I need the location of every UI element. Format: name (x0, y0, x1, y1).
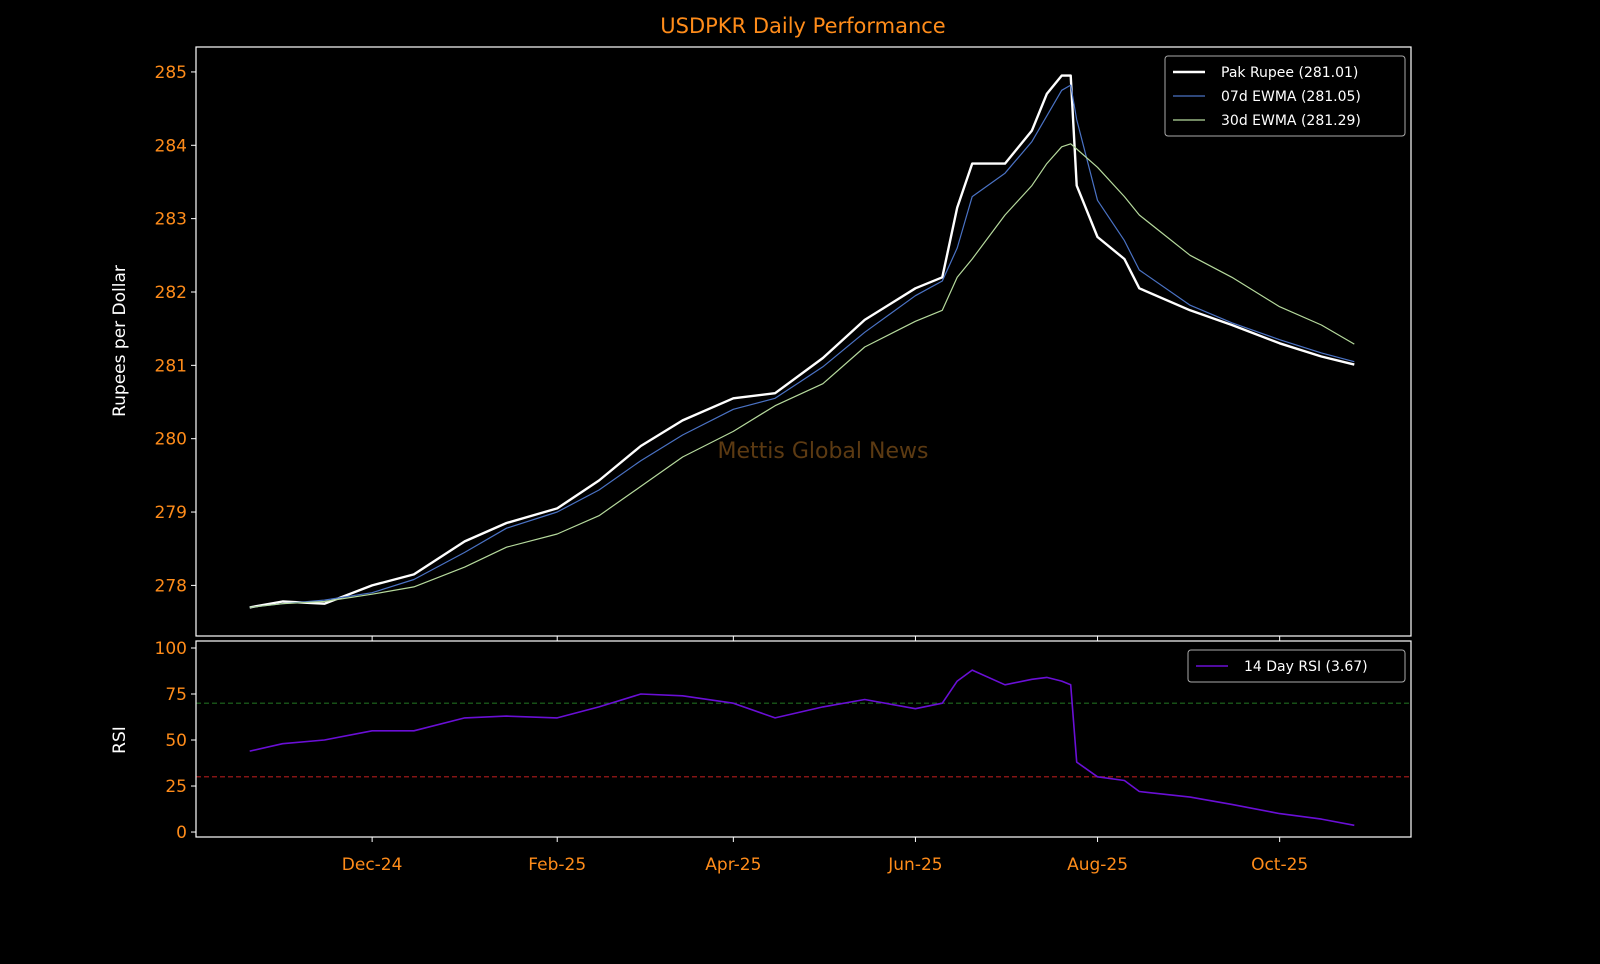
x-tick-label: Aug-25 (1067, 855, 1128, 875)
y-tick-label: 278 (155, 576, 187, 596)
x-tick-label: Dec-24 (342, 855, 403, 875)
legend-box (1187, 649, 1406, 683)
legend-entry: 14 Day RSI (3.67) (1244, 659, 1368, 675)
y-tick-label: 283 (155, 210, 187, 230)
y-tick-label: 100 (155, 639, 187, 659)
x-tick-label: Feb-25 (528, 855, 586, 875)
rsi-panel: 0 25 50 75 100 Dec-24 Feb-25 Apr-25 Jun-25 Aug-25… (155, 639, 1412, 875)
x-tick-label: Jun-25 (887, 855, 942, 875)
y-tick-label: 281 (155, 356, 187, 376)
axes-frame (195, 46, 1412, 637)
legend: 14 Day RSI (3.67) (1187, 649, 1406, 683)
y-tick-label: 285 (155, 63, 187, 83)
series-line-2 (249, 143, 1355, 608)
y-tick-label: 50 (165, 731, 187, 751)
legend: Pak Rupee (281.01) 07d EWMA (281.05) 30d E… (1164, 55, 1406, 137)
y-tick-label: 0 (176, 823, 187, 843)
y-tick-label: 75 (165, 685, 187, 705)
series-line-0 (249, 74, 1355, 609)
y-tick-label: 282 (155, 283, 187, 303)
y-tick-label: 280 (155, 430, 187, 450)
rsi-y-axis-label: RSI (110, 726, 130, 754)
y-tick-label: 284 (155, 136, 187, 156)
legend-entry: 07d EWMA (281.05) (1221, 89, 1361, 105)
series-line-0 (249, 669, 1355, 827)
watermark: Mettis Global News (718, 439, 929, 464)
legend-entry: 30d EWMA (281.29) (1221, 113, 1361, 129)
price-panel: 278 279 280 281 282 283 284 285 Pak Rupee (281.0… (155, 46, 1412, 641)
series-line-1 (249, 84, 1355, 608)
x-tick-label: Oct-25 (1251, 855, 1308, 875)
y-tick-label: 279 (155, 503, 187, 523)
legend-entry: Pak Rupee (281.01) (1221, 65, 1358, 81)
y-tick-label: 25 (165, 777, 187, 797)
axes-frame (195, 640, 1412, 838)
x-tick-label: Apr-25 (705, 855, 761, 875)
legend-box (1164, 55, 1406, 137)
chart-title: USDPKR Daily Performance (660, 14, 945, 38)
y-axis-label: Rupees per Dollar (110, 265, 130, 417)
